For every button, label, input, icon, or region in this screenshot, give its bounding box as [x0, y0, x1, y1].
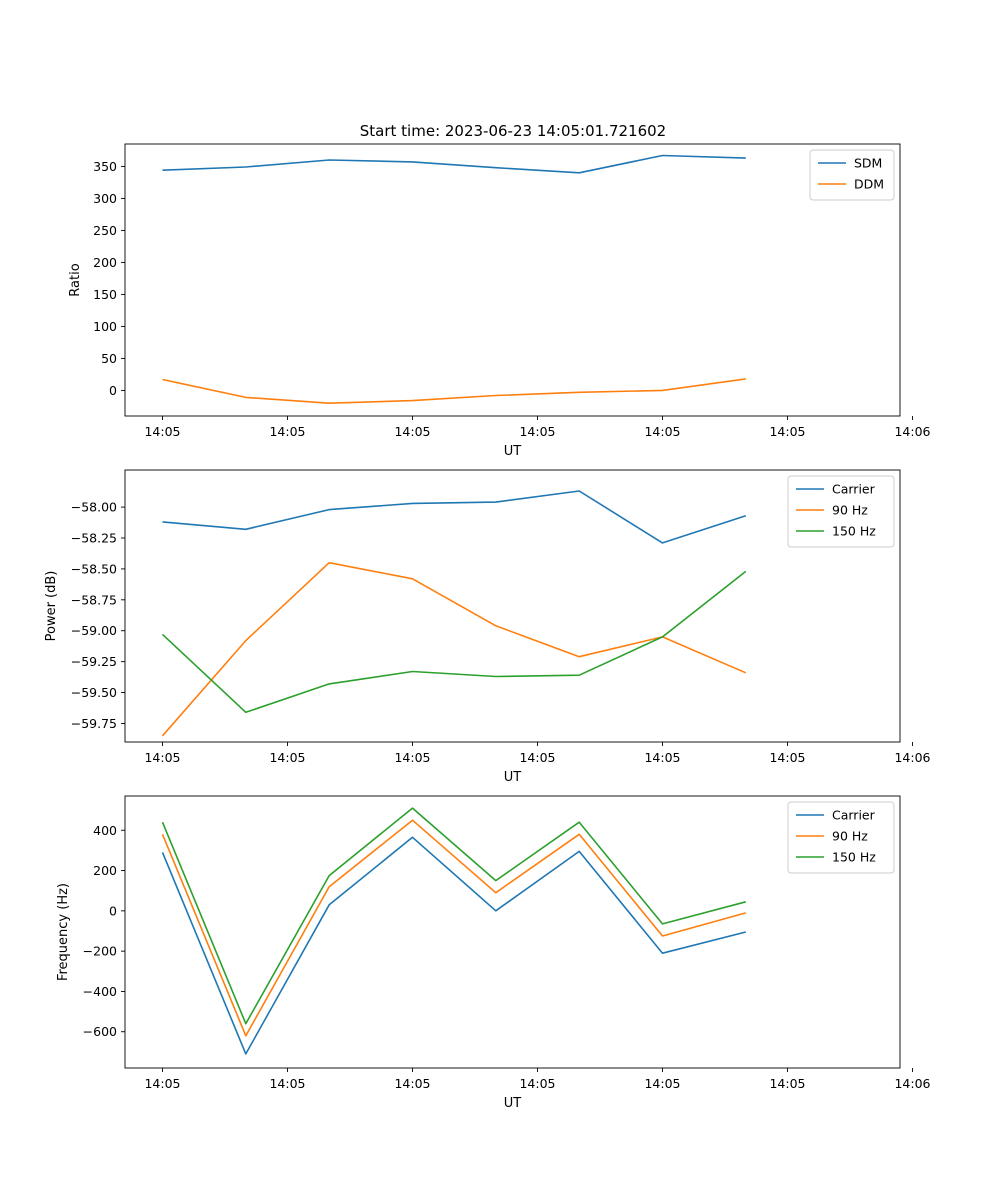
x-axis-label: UT: [504, 1096, 522, 1111]
legend-label: DDM: [854, 177, 884, 192]
y-tick-label: 0: [109, 383, 117, 398]
x-tick-label: 14:05: [519, 1076, 555, 1091]
y-tick-label: −200: [83, 944, 117, 959]
series-line-carrier: [161, 836, 746, 1055]
y-tick-label: −59.50: [71, 685, 117, 700]
x-tick-label: 14:05: [269, 1076, 305, 1091]
legend-label: SDM: [854, 156, 882, 171]
series-line-90-hz: [161, 561, 747, 737]
series-line-150-hz: [161, 570, 747, 714]
legend-label: 150 Hz: [832, 524, 876, 539]
x-tick-label: 14:05: [144, 1076, 180, 1091]
legend: SDM DDM: [809, 149, 895, 201]
series-line-150-hz: [161, 807, 747, 1025]
series-line-ddm: [162, 378, 746, 405]
y-tick-label: 300: [93, 191, 117, 206]
x-tick-label: 14:05: [769, 750, 805, 765]
y-tick-label: −59.25: [71, 654, 117, 669]
y-tick-label: −59.75: [71, 716, 117, 731]
y-tick-label: −58.50: [71, 561, 117, 576]
legend-box: [787, 801, 895, 874]
x-tick-label: 14:05: [394, 424, 430, 439]
y-tick-label: 200: [93, 863, 117, 878]
y-tick-label: 400: [93, 823, 117, 838]
x-tick-label: 14:05: [644, 424, 680, 439]
x-tick-label: 14:06: [894, 750, 930, 765]
x-tick-label: 14:05: [519, 424, 555, 439]
x-axis-label: UT: [504, 444, 522, 459]
y-tick-label: −600: [83, 1024, 117, 1039]
axes-frame: [124, 143, 901, 417]
y-tick-label: 150: [93, 287, 117, 302]
x-tick-label: 14:05: [519, 750, 555, 765]
x-tick-label: 14:06: [894, 424, 930, 439]
y-tick-label: −58.00: [71, 500, 117, 515]
legend-label: Carrier: [832, 482, 876, 497]
subplot-1: 14:05 14:05 14:05 14:05 14:05 14:05 14:06 0 50 10…: [68, 143, 931, 459]
chart-title: Start time: 2023-06-23 14:05:01.721602: [360, 122, 666, 140]
series-line-sdm: [162, 154, 746, 174]
subplot-3: 14:05 14:05 14:05 14:05 14:05 14:05 14:06 −600 −…: [56, 795, 931, 1111]
series-line-carrier: [162, 490, 747, 544]
series-line-90-hz: [161, 819, 747, 1037]
subplot-2: 14:05 14:05 14:05 14:05 14:05 14:05 14:06 −59.7…: [44, 469, 931, 785]
x-tick-label: 14:05: [644, 1076, 680, 1091]
legend: Carrier 90 Hz 150 Hz: [787, 801, 895, 874]
x-tick-label: 14:05: [394, 750, 430, 765]
y-tick-label: 100: [93, 319, 117, 334]
x-axis-label: UT: [504, 770, 522, 785]
legend-box: [787, 475, 895, 548]
x-tick-label: 14:05: [394, 1076, 430, 1091]
x-tick-label: 14:05: [769, 1076, 805, 1091]
y-tick-label: 250: [93, 223, 117, 238]
x-tick-label: 14:06: [894, 1076, 930, 1091]
legend-label: 90 Hz: [832, 503, 868, 518]
axes-frame: [124, 795, 901, 1069]
legend-label: Carrier: [832, 808, 876, 823]
x-tick-label: 14:05: [644, 750, 680, 765]
y-tick-label: −400: [83, 984, 117, 999]
y-tick-label: 350: [93, 159, 117, 174]
y-axis-label: Frequency (Hz): [56, 883, 71, 981]
y-tick-label: −59.00: [71, 623, 117, 638]
y-tick-label: 0: [109, 903, 117, 918]
y-axis-label: Power (dB): [44, 571, 59, 642]
y-tick-label: 200: [93, 255, 117, 270]
y-tick-label: −58.25: [71, 531, 117, 546]
legend: Carrier 90 Hz 150 Hz: [787, 475, 895, 548]
y-tick-label: 50: [101, 351, 117, 366]
x-tick-label: 14:05: [144, 424, 180, 439]
x-tick-label: 14:05: [144, 750, 180, 765]
x-tick-label: 14:05: [269, 424, 305, 439]
x-tick-label: 14:05: [769, 424, 805, 439]
axes-frame: [124, 469, 901, 743]
y-tick-label: −58.75: [71, 592, 117, 607]
x-tick-label: 14:05: [269, 750, 305, 765]
legend-label: 90 Hz: [832, 829, 868, 844]
y-axis-label: Ratio: [68, 263, 83, 296]
legend-label: 150 Hz: [832, 850, 876, 865]
